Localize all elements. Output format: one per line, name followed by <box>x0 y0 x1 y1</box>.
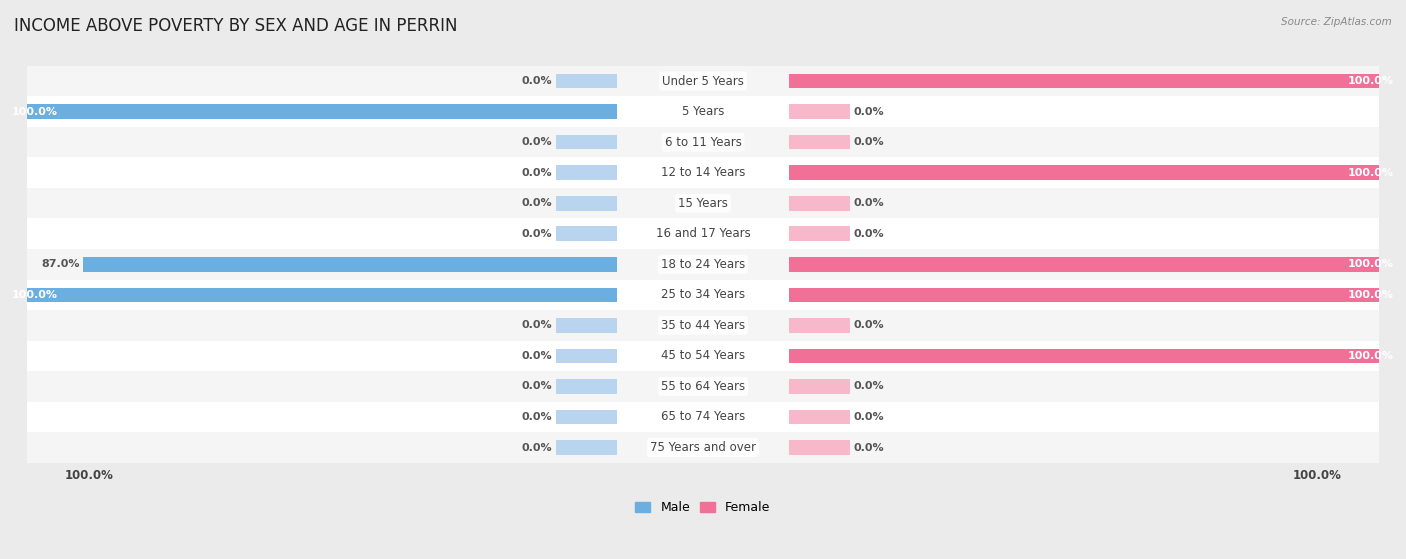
Bar <box>27 158 1379 188</box>
Text: 0.0%: 0.0% <box>853 137 884 147</box>
Bar <box>789 165 1403 180</box>
Bar <box>27 280 1379 310</box>
Text: 0.0%: 0.0% <box>522 76 553 86</box>
Bar <box>555 318 617 333</box>
Text: 100.0%: 100.0% <box>1292 470 1341 482</box>
Bar <box>27 371 1379 402</box>
Bar <box>789 257 1403 272</box>
Bar <box>555 74 617 88</box>
Text: 100.0%: 100.0% <box>13 107 58 117</box>
Text: INCOME ABOVE POVERTY BY SEX AND AGE IN PERRIN: INCOME ABOVE POVERTY BY SEX AND AGE IN P… <box>14 17 457 35</box>
Text: 0.0%: 0.0% <box>853 229 884 239</box>
Bar <box>27 432 1379 463</box>
Bar <box>789 440 851 455</box>
Bar <box>789 196 851 211</box>
Bar <box>555 196 617 211</box>
Text: 100.0%: 100.0% <box>1348 259 1393 269</box>
Text: 0.0%: 0.0% <box>853 198 884 209</box>
Bar <box>27 219 1379 249</box>
Bar <box>27 310 1379 340</box>
Text: 100.0%: 100.0% <box>13 290 58 300</box>
Bar <box>789 74 1403 88</box>
Text: 100.0%: 100.0% <box>1348 168 1393 178</box>
Text: 0.0%: 0.0% <box>522 229 553 239</box>
Text: 45 to 54 Years: 45 to 54 Years <box>661 349 745 362</box>
Bar <box>555 349 617 363</box>
Bar <box>789 226 851 241</box>
Text: 25 to 34 Years: 25 to 34 Years <box>661 288 745 301</box>
Text: 100.0%: 100.0% <box>1348 76 1393 86</box>
Bar <box>789 379 851 394</box>
Text: 35 to 44 Years: 35 to 44 Years <box>661 319 745 332</box>
Text: 0.0%: 0.0% <box>522 351 553 361</box>
Text: 0.0%: 0.0% <box>522 443 553 452</box>
Bar <box>27 127 1379 158</box>
Text: 100.0%: 100.0% <box>1348 351 1393 361</box>
Text: 0.0%: 0.0% <box>853 412 884 422</box>
Bar <box>555 440 617 455</box>
Text: 15 Years: 15 Years <box>678 197 728 210</box>
Bar <box>789 349 1403 363</box>
Text: 0.0%: 0.0% <box>522 381 553 391</box>
Bar <box>3 105 617 119</box>
Text: Source: ZipAtlas.com: Source: ZipAtlas.com <box>1281 17 1392 27</box>
Text: 75 Years and over: 75 Years and over <box>650 441 756 454</box>
Legend: Male, Female: Male, Female <box>630 496 776 519</box>
Text: 0.0%: 0.0% <box>853 443 884 452</box>
Text: 12 to 14 Years: 12 to 14 Years <box>661 166 745 179</box>
Text: 65 to 74 Years: 65 to 74 Years <box>661 410 745 424</box>
Text: 100.0%: 100.0% <box>65 470 114 482</box>
Bar <box>555 379 617 394</box>
Text: 0.0%: 0.0% <box>522 198 553 209</box>
Bar <box>27 249 1379 280</box>
Bar <box>555 165 617 180</box>
Text: Under 5 Years: Under 5 Years <box>662 74 744 88</box>
Bar <box>789 105 851 119</box>
Text: 0.0%: 0.0% <box>853 320 884 330</box>
Bar <box>789 135 851 149</box>
Text: 0.0%: 0.0% <box>853 107 884 117</box>
Bar <box>555 410 617 424</box>
Text: 18 to 24 Years: 18 to 24 Years <box>661 258 745 271</box>
Bar <box>27 402 1379 432</box>
Bar <box>27 340 1379 371</box>
Bar <box>555 135 617 149</box>
Text: 0.0%: 0.0% <box>522 168 553 178</box>
Bar <box>789 287 1403 302</box>
Text: 0.0%: 0.0% <box>853 381 884 391</box>
Bar <box>27 188 1379 219</box>
Bar <box>555 226 617 241</box>
Bar <box>789 410 851 424</box>
Bar <box>83 257 617 272</box>
Text: 0.0%: 0.0% <box>522 320 553 330</box>
Text: 55 to 64 Years: 55 to 64 Years <box>661 380 745 393</box>
Bar <box>27 66 1379 96</box>
Bar <box>789 318 851 333</box>
Text: 16 and 17 Years: 16 and 17 Years <box>655 228 751 240</box>
Text: 0.0%: 0.0% <box>522 137 553 147</box>
Text: 6 to 11 Years: 6 to 11 Years <box>665 136 741 149</box>
Text: 87.0%: 87.0% <box>41 259 80 269</box>
Bar <box>3 287 617 302</box>
Text: 0.0%: 0.0% <box>522 412 553 422</box>
Bar <box>27 96 1379 127</box>
Text: 5 Years: 5 Years <box>682 105 724 118</box>
Text: 100.0%: 100.0% <box>1348 290 1393 300</box>
